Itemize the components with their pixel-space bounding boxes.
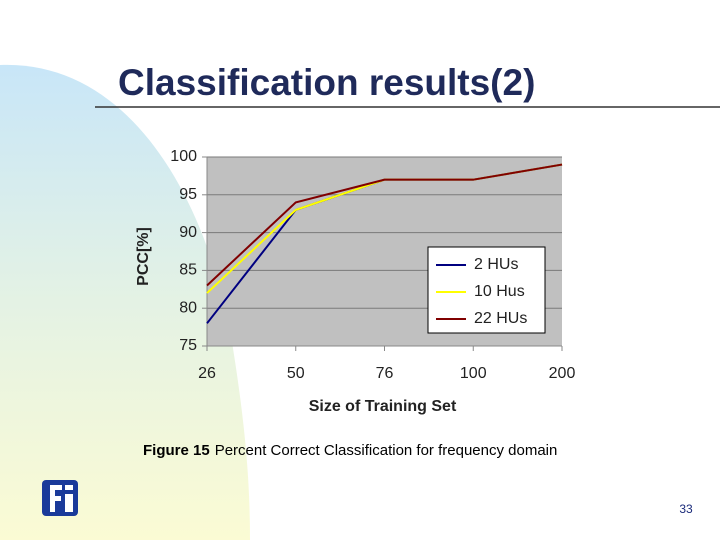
caption-text: Percent Correct Classification for frequ… <box>215 442 558 459</box>
y-axis-label: PCC[%] <box>135 227 152 286</box>
y-tick-label: 100 <box>170 148 197 165</box>
x-tick-label: 200 <box>549 365 576 382</box>
page-number: 33 <box>679 502 693 516</box>
chart: 75 80 85 90 95 100 26 50 76 100 200 Size of Trainin… <box>135 148 575 415</box>
y-tick-label: 80 <box>179 299 197 316</box>
y-tick-label: 75 <box>179 337 197 354</box>
x-tick-label: 100 <box>460 365 487 382</box>
slide-title: Classification results(2) <box>118 62 535 103</box>
legend-label: 2 HUs <box>474 256 518 273</box>
y-tick-label: 85 <box>179 262 197 279</box>
series-line <box>206 163 563 287</box>
legend-label: 22 HUs <box>474 310 527 327</box>
figure-caption: Figure 15 Percent Correct Classification … <box>143 442 557 459</box>
legend-label: 10 Hus <box>474 283 525 300</box>
y-tick-label: 95 <box>179 186 197 203</box>
x-tick-label: 76 <box>376 365 394 382</box>
x-tick-label: 50 <box>287 365 305 382</box>
y-tick-label: 90 <box>179 224 197 241</box>
x-tick-label: 26 <box>198 365 216 382</box>
x-axis-label: Size of Training Set <box>309 398 457 415</box>
logo <box>42 480 78 516</box>
caption-label: Figure 15 <box>143 442 210 459</box>
background-shape <box>0 64 250 540</box>
